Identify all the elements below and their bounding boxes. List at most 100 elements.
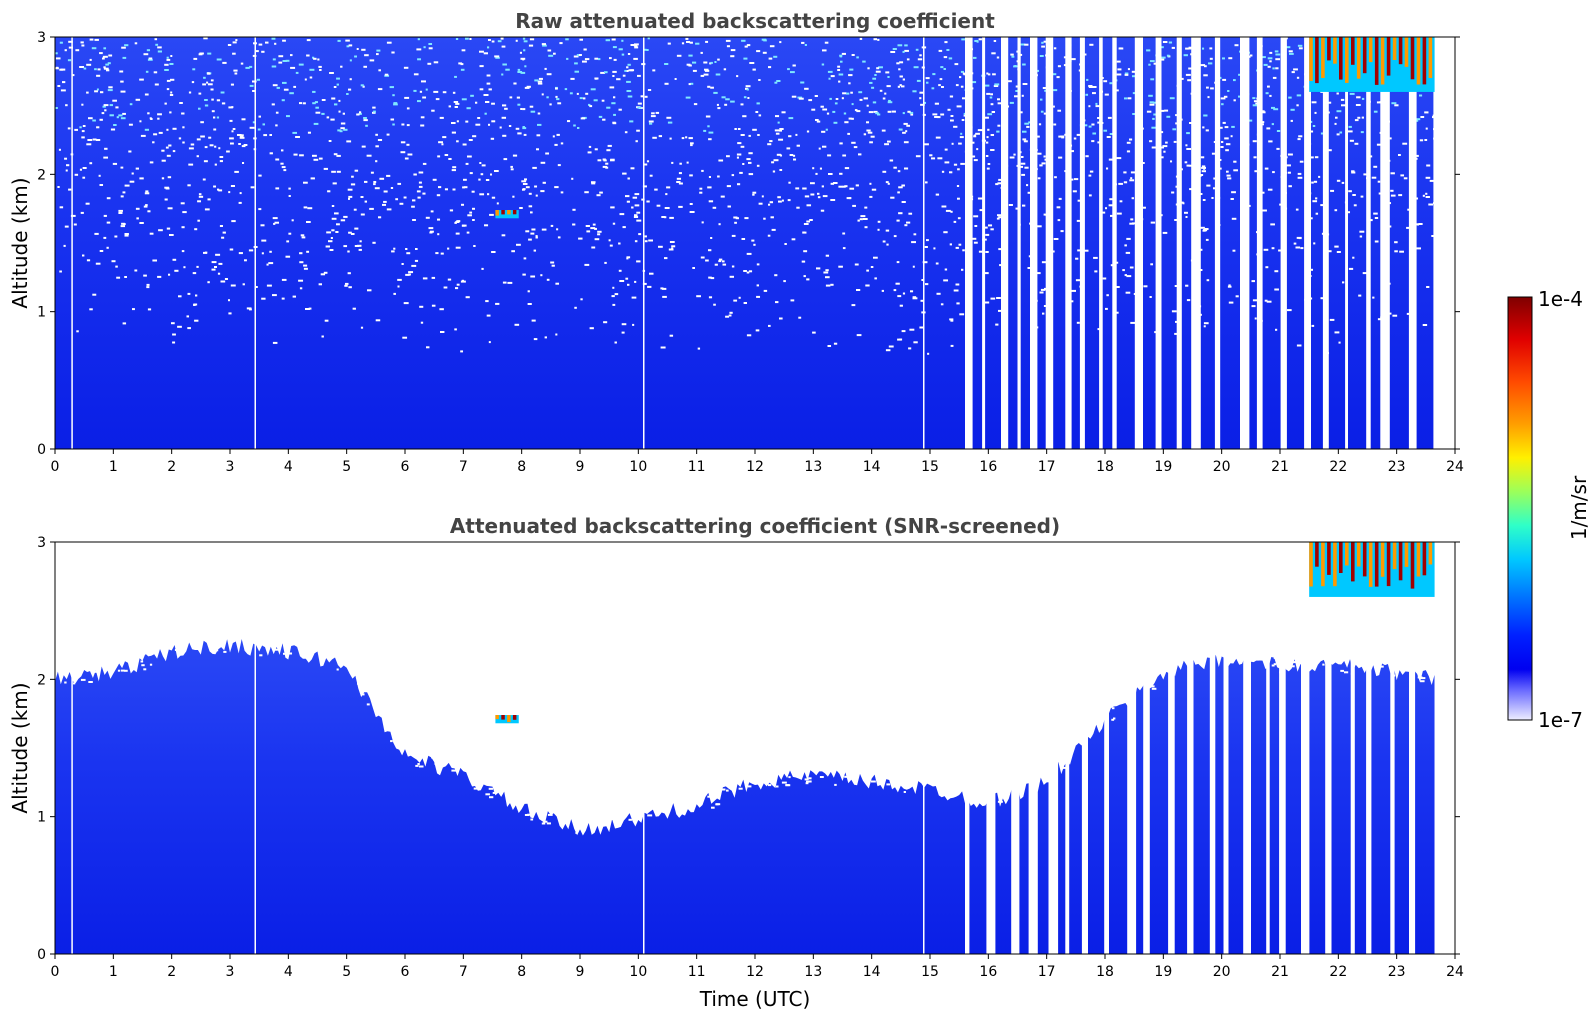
speckle xyxy=(75,639,79,642)
speckle xyxy=(120,225,126,228)
speckle xyxy=(743,96,747,99)
speckle xyxy=(460,350,464,353)
speckle xyxy=(265,629,271,632)
data-gap xyxy=(1028,542,1038,954)
speckle xyxy=(748,173,754,176)
x-tick-label: 16 xyxy=(979,459,997,475)
speckle xyxy=(311,614,315,617)
speckle xyxy=(165,646,171,649)
speckle xyxy=(535,236,538,239)
cloud-core xyxy=(1392,542,1397,570)
speckle xyxy=(386,174,391,177)
speckle xyxy=(626,66,629,69)
y-tick-label: 2 xyxy=(37,672,46,688)
speckle xyxy=(211,268,216,271)
speckle xyxy=(1114,89,1119,92)
speckle xyxy=(1222,78,1227,81)
speckle xyxy=(488,123,491,126)
speckle xyxy=(1088,174,1092,177)
speckle xyxy=(839,721,843,724)
speckle xyxy=(1330,189,1335,192)
speckle xyxy=(1345,653,1351,655)
speckle xyxy=(1223,95,1228,98)
speckle xyxy=(578,54,582,56)
speckle xyxy=(1111,665,1116,668)
speckle xyxy=(215,253,221,256)
speckle xyxy=(130,617,133,620)
speckle xyxy=(96,88,99,91)
speckle xyxy=(434,762,439,765)
speckle xyxy=(419,305,424,308)
speckle xyxy=(806,780,810,783)
speckle xyxy=(1297,138,1301,141)
speckle xyxy=(614,341,617,344)
speckle xyxy=(252,121,256,124)
speckle xyxy=(321,335,324,338)
speckle xyxy=(1221,103,1224,106)
speckle xyxy=(226,150,230,153)
speckle xyxy=(1121,697,1125,700)
speckle xyxy=(455,232,460,235)
speckle xyxy=(164,198,168,201)
speckle xyxy=(656,800,660,803)
speckle xyxy=(1041,45,1045,48)
speckle xyxy=(1200,156,1205,159)
speckle xyxy=(202,586,205,589)
speckle xyxy=(869,736,874,739)
speckle xyxy=(1204,633,1209,636)
speckle xyxy=(293,153,298,156)
speckle xyxy=(703,129,707,132)
speckle xyxy=(287,652,293,655)
speckle xyxy=(103,214,107,217)
speckle xyxy=(1150,221,1156,224)
speckle xyxy=(1352,256,1355,259)
speckle xyxy=(499,749,504,752)
speckle xyxy=(897,170,901,173)
speckle xyxy=(863,133,867,136)
speckle xyxy=(710,237,713,239)
speckle xyxy=(1363,173,1368,176)
y-tick-label: 0 xyxy=(37,947,46,963)
speckle xyxy=(902,112,905,115)
speckle xyxy=(1297,44,1303,47)
speckle xyxy=(1156,671,1160,674)
speckle xyxy=(555,333,558,336)
speckle xyxy=(622,226,626,229)
cloud-core xyxy=(1404,542,1409,567)
speckle xyxy=(585,797,591,800)
speckle xyxy=(788,135,792,138)
speckle xyxy=(520,71,526,74)
speckle xyxy=(987,73,991,76)
speckle xyxy=(978,38,982,41)
speckle xyxy=(1151,677,1156,680)
speckle xyxy=(349,636,354,639)
plot-area xyxy=(55,37,1455,449)
speckle xyxy=(781,199,784,202)
cloud-core xyxy=(501,210,505,215)
speckle xyxy=(913,66,919,69)
speckle xyxy=(767,234,771,237)
speckle xyxy=(816,747,821,749)
speckle xyxy=(654,749,659,752)
speckle xyxy=(997,775,1001,778)
speckle xyxy=(1117,68,1122,71)
speckle xyxy=(701,221,704,224)
speckle xyxy=(881,129,886,132)
speckle xyxy=(984,272,989,275)
speckle xyxy=(266,263,269,266)
speckle xyxy=(798,97,804,100)
speckle xyxy=(1415,619,1421,622)
speckle xyxy=(1390,194,1396,197)
speckle xyxy=(1224,126,1229,129)
x-tick-label: 22 xyxy=(1329,964,1347,980)
speckle xyxy=(1429,629,1434,632)
data-gap xyxy=(986,542,996,954)
speckle xyxy=(348,195,353,198)
speckle xyxy=(810,193,815,196)
speckle xyxy=(825,276,830,279)
speckle xyxy=(489,796,494,799)
speckle xyxy=(282,39,286,42)
speckle xyxy=(369,59,375,62)
speckle xyxy=(307,131,311,134)
speckle xyxy=(550,224,554,227)
